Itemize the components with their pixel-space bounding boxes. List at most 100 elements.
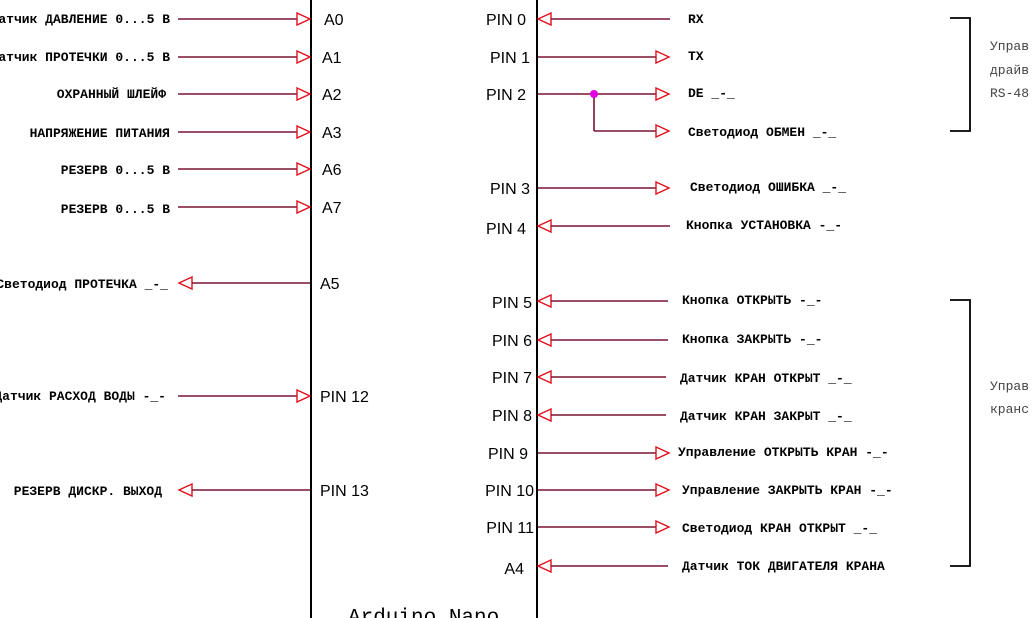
right-signal-row: PIN 7 Датчик КРАН ОТКРЫТ _-_ <box>492 369 852 387</box>
pin-label: PIN 11 <box>486 520 534 537</box>
pin-label: A0 <box>324 12 344 29</box>
pin-label: PIN 12 <box>320 389 369 406</box>
left-signal-row: Датчик ДАВЛЕНИЕ 0...5 В A0 <box>0 11 344 29</box>
board-title: Arduino Nano <box>348 607 499 618</box>
right-signal-label: Светодиод КРАН ОТКРЫТ _-_ <box>682 521 877 536</box>
right-signal-label: Кнопка УСТАНОВКА -_- <box>686 218 842 233</box>
pin-label: A4 <box>504 561 524 578</box>
pin-label: A5 <box>320 276 340 293</box>
left-signal-label: РЕЗЕРВ 0...5 В <box>61 163 170 178</box>
right-signal-label: Кнопка ОТКРЫТЬ -_- <box>682 293 822 308</box>
left-signal-label: РЕЗЕРВ ДИСКР. ВЫХОД <box>14 484 162 499</box>
pin-label: PIN 4 <box>486 221 526 238</box>
left-signal-label: НАПРЯЖЕНИЕ ПИТАНИЯ <box>30 126 170 141</box>
pin-label: PIN 10 <box>485 483 534 500</box>
pin-label: A6 <box>322 162 342 179</box>
right-signal-group: PIN 0 RX PIN 1 TX PIN 2 DE _-_ Светодиод… <box>485 11 893 578</box>
right-signal-row: PIN 4 Кнопка УСТАНОВКА -_- <box>486 218 842 238</box>
arrow-left-icon <box>536 11 552 27</box>
pin-label: PIN 13 <box>320 483 369 500</box>
arrow-right-icon <box>655 445 671 461</box>
junction-dot <box>590 90 598 98</box>
right-signal-label: TX <box>688 49 704 64</box>
arrow-left-icon <box>536 407 552 423</box>
right-signal-row: PIN 5 Кнопка ОТКРЫТЬ -_- <box>492 293 822 312</box>
pin-label: PIN 6 <box>492 333 532 350</box>
arrow-right-icon <box>655 123 671 139</box>
arrow-left-icon <box>536 293 552 309</box>
arrow-right-icon <box>655 180 671 196</box>
right-signal-row: PIN 1 TX <box>490 49 704 67</box>
pin-label: A1 <box>322 50 342 67</box>
right-signal-label: Управление ОТКРЫТЬ КРАН -_- <box>678 445 889 460</box>
pin-label: PIN 8 <box>492 408 532 425</box>
arrow-left-icon <box>536 218 552 234</box>
right-signal-label: RX <box>688 12 704 27</box>
arrow-right-icon <box>296 86 312 102</box>
left-signal-row: Светодиод ПРОТЕЧКА _-_ A5 <box>0 275 340 293</box>
arrow-right-icon <box>296 11 312 27</box>
left-signal-row: НАПРЯЖЕНИЕ ПИТАНИЯ A3 <box>30 124 342 142</box>
left-signal-label: Датчик ДАВЛЕНИЕ 0...5 В <box>0 12 170 27</box>
arrow-right-icon <box>296 161 312 177</box>
left-signal-row: Датчик ПРОТЕЧКИ 0...5 В A1 <box>0 49 342 67</box>
group-note-line: Управ <box>990 39 1029 54</box>
left-signal-row: РЕЗЕРВ 0...5 В A7 <box>61 199 342 217</box>
left-signal-label: Светодиод ПРОТЕЧКА _-_ <box>0 277 168 292</box>
arrow-right-icon <box>655 519 671 535</box>
bracket-line <box>950 299 971 567</box>
group-bracket-valve: Управ кранс <box>950 299 1029 567</box>
right-signal-label: Датчик КРАН ЗАКРЫТ _-_ <box>680 409 852 424</box>
left-signal-label: Датчик ПРОТЕЧКИ 0...5 В <box>0 50 170 65</box>
right-signal-label: Датчик ТОК ДВИГАТЕЛЯ КРАНА <box>682 559 885 574</box>
pin-label: A2 <box>322 87 342 104</box>
pin-label: PIN 0 <box>486 12 526 29</box>
arrow-right-icon <box>655 482 671 498</box>
right-signal-row: PIN 6 Кнопка ЗАКРЫТЬ -_- <box>492 332 822 350</box>
left-signal-label: ОХРАННЫЙ ШЛЕЙФ <box>57 87 166 102</box>
right-signal-row: PIN 9 Управление ОТКРЫТЬ КРАН -_- <box>488 445 889 463</box>
arrow-right-icon <box>655 49 671 65</box>
pin-label: A7 <box>322 200 342 217</box>
right-signal-row: A4 Датчик ТОК ДВИГАТЕЛЯ КРАНА <box>504 558 885 578</box>
left-signal-row: Датчик РАСХОД ВОДЫ -_- PIN 12 <box>0 388 369 406</box>
arrow-right-icon <box>296 388 312 404</box>
group-note-line: Управ <box>990 379 1029 394</box>
right-signal-row: PIN 0 RX <box>486 11 704 29</box>
bracket-line <box>950 17 971 132</box>
right-signal-label: Светодиод ОШИБКА _-_ <box>690 180 846 195</box>
group-note-line: кранс <box>990 402 1029 417</box>
arrow-right-icon <box>296 199 312 215</box>
arrow-right-icon <box>296 124 312 140</box>
right-signal-row: PIN 3 Светодиод ОШИБКА _-_ <box>490 180 846 198</box>
right-signal-label: DE _-_ <box>688 86 735 101</box>
arrow-left-icon <box>536 369 552 385</box>
arrow-left-icon <box>536 558 552 574</box>
right-signal-label: Датчик КРАН ОТКРЫТ _-_ <box>680 371 852 386</box>
arrow-left-icon <box>177 275 193 291</box>
arrow-right-icon <box>296 49 312 65</box>
left-signal-group: Датчик ДАВЛЕНИЕ 0...5 В A0 Датчик ПРОТЕЧ… <box>0 11 369 500</box>
left-signal-label: РЕЗЕРВ 0...5 В <box>61 202 170 217</box>
arrow-left-icon <box>177 482 193 498</box>
right-signal-row: PIN 11 Светодиод КРАН ОТКРЫТ _-_ <box>486 519 877 537</box>
right-signal-label: Светодиод ОБМЕН _-_ <box>688 125 836 140</box>
pin-label: PIN 7 <box>492 370 532 387</box>
left-signal-row: РЕЗЕРВ ДИСКР. ВЫХОД PIN 13 <box>14 482 369 500</box>
left-signal-label: Датчик РАСХОД ВОДЫ -_- <box>0 389 166 404</box>
group-note-line: драйв <box>990 63 1029 78</box>
left-signal-row: РЕЗЕРВ 0...5 В A6 <box>61 161 342 179</box>
pin-label: PIN 3 <box>490 181 530 198</box>
right-signal-row: PIN 2 DE _-_ Светодиод ОБМЕН _-_ <box>486 86 836 140</box>
pin-label: PIN 2 <box>486 87 526 104</box>
pin-label: PIN 1 <box>490 50 530 67</box>
pin-label: PIN 5 <box>492 295 532 312</box>
right-signal-label: Кнопка ЗАКРЫТЬ -_- <box>682 332 822 347</box>
group-note-line: RS-48 <box>990 86 1029 101</box>
group-bracket-rs485: Управ драйв RS-48 <box>950 17 1029 132</box>
arrow-left-icon <box>536 332 552 348</box>
arrow-right-icon <box>655 86 671 102</box>
right-signal-row: PIN 10 Управление ЗАКРЫТЬ КРАН -_- <box>485 482 893 500</box>
left-signal-row: ОХРАННЫЙ ШЛЕЙФ A2 <box>57 86 342 104</box>
